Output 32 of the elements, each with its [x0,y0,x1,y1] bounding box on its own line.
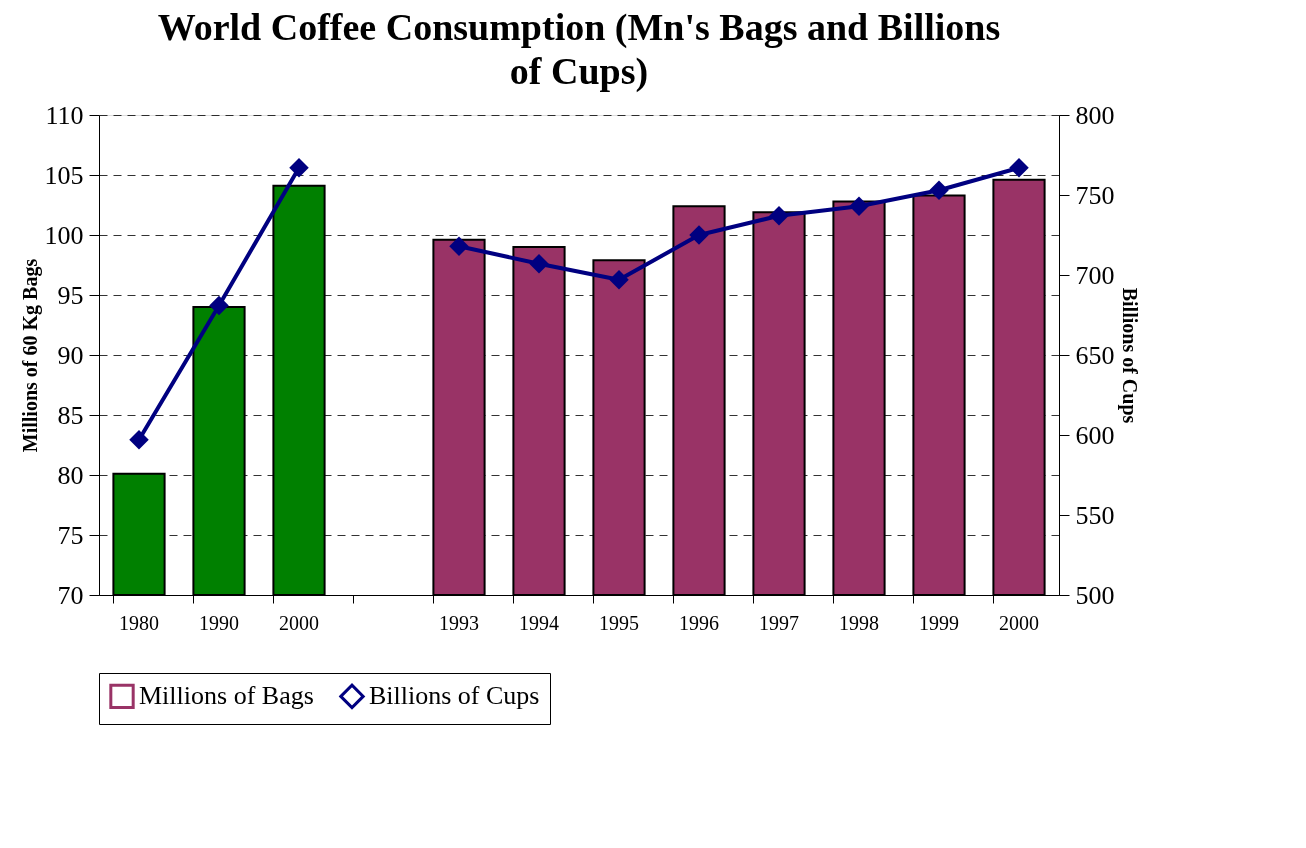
y2-tick-label: 750 [1075,180,1115,210]
y2-tick-label: 550 [1075,500,1115,530]
y2-axis-title: Billions of Cups [1117,287,1141,424]
y-tick-label: 90 [57,340,84,370]
x-tick-label: 1999 [919,611,959,634]
x-tick-label: 1995 [599,611,639,634]
x-tick-label: 2000 [279,611,319,634]
y-tick-label: 100 [44,220,84,250]
y2-tick-label: 650 [1075,340,1115,370]
legend-label: Billions of Cups [369,681,540,711]
y-tick-label: 105 [44,160,84,190]
y-tick-label: 75 [57,520,84,550]
y2-tick-label: 700 [1075,260,1115,290]
x-tick-label: 1997 [759,611,799,634]
y2-tick-label: 500 [1075,580,1115,610]
x-tick-label: 1996 [679,611,719,634]
x-tick-label: 2000 [999,611,1039,634]
y-axis-title: Millions of 60 Kg Bags [18,258,42,453]
legend-label: Millions of Bags [139,681,314,711]
y-tick-label: 70 [57,580,84,610]
x-tick-label: 1998 [839,611,879,634]
y2-tick-label: 600 [1075,420,1115,450]
y-tick-label: 110 [45,100,84,130]
x-tick-label: 1994 [519,611,559,634]
y2-tick-label: 800 [1075,100,1115,130]
x-tick-label: 1990 [199,611,239,634]
chart-title: World Coffee Consumption (Mn's Bags and Billions of Cups) [157,6,1001,93]
x-tick-label: 1993 [439,611,479,634]
y-tick-label: 95 [57,280,84,310]
y-tick-label: 80 [57,460,84,490]
x-tick-label: 1980 [119,611,159,634]
y-tick-label: 85 [57,400,84,430]
